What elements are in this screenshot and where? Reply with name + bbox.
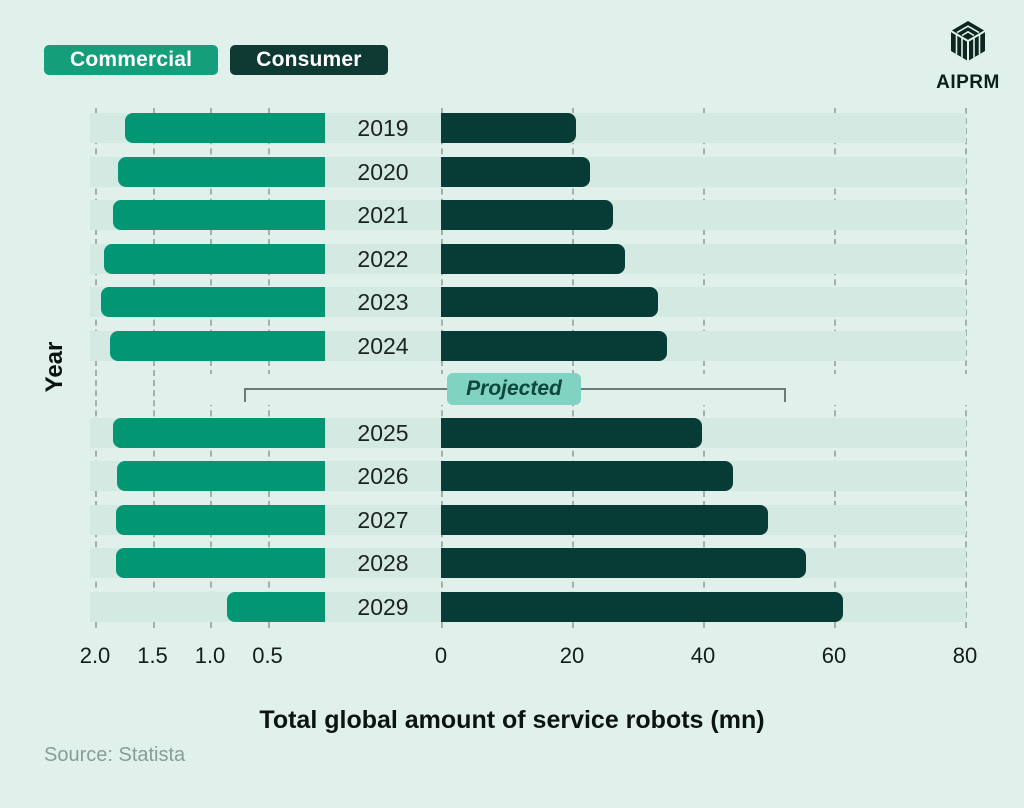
year-label: 2027 (357, 506, 409, 533)
consumer-bar (441, 548, 806, 578)
gridline (834, 108, 836, 628)
gridline (965, 108, 967, 628)
axis-tick-label: 1.0 (194, 643, 226, 668)
consumer-bar (441, 417, 702, 448)
commercial-bar (109, 330, 325, 361)
commercial-bar (104, 243, 325, 274)
legend-chip-consumer[interactable]: Consumer (230, 45, 388, 75)
legend: Commercial Consumer (44, 45, 388, 75)
chart-row: 2020 (90, 156, 966, 187)
chart-row: 2027 (90, 504, 966, 535)
chart-row: 2021 (90, 200, 966, 230)
consumer-bar (441, 113, 576, 143)
commercial-bar (115, 504, 325, 535)
chart-row: 2024 (90, 330, 966, 361)
axis-tick-label: 20 (559, 643, 585, 668)
consumer-bar (441, 200, 613, 230)
gridline (572, 108, 574, 628)
aiprm-logo: AIPRM (928, 20, 1008, 94)
aiprm-logo-text: AIPRM (936, 72, 1000, 93)
chart-row: 2025 (90, 417, 966, 448)
chart-row: 2026 (90, 461, 966, 491)
gridline (267, 108, 270, 628)
source-note: Source: Statista (44, 744, 186, 766)
gridline (441, 108, 443, 628)
commercial-bar (100, 287, 325, 317)
consumer-bar (441, 243, 626, 274)
commercial-bar (115, 548, 325, 578)
consumer-bar (441, 504, 768, 535)
year-label: 2028 (357, 550, 409, 576)
commercial-bar (116, 461, 325, 491)
y-axis-title: Year (41, 341, 68, 393)
chart-row: 2022 (90, 243, 966, 274)
consumer-bar (441, 591, 843, 622)
axis-tick-label: 40 (690, 643, 716, 668)
aiprm-logo-icon (950, 21, 986, 61)
chart-row: 2029 (90, 591, 966, 622)
axis-tick-label: 1.5 (137, 643, 168, 668)
chart-row: 2023 (90, 287, 966, 317)
axis-tick-label: 60 (821, 643, 847, 668)
consumer-bar (441, 330, 667, 361)
year-label: 2023 (357, 289, 409, 315)
year-label: 2029 (357, 593, 409, 620)
year-label: 2025 (357, 419, 409, 446)
consumer-bar (441, 461, 734, 491)
chart-row: 2019 (90, 113, 966, 143)
year-label: 2024 (357, 332, 409, 359)
axis-tick-label: 0 (434, 643, 448, 668)
gridline (703, 108, 705, 628)
chart-row: 2028 (90, 548, 966, 578)
axis-tick-label: 0.5 (252, 643, 283, 668)
commercial-bar (124, 113, 325, 143)
commercial-bar (227, 591, 325, 622)
commercial-bar (118, 156, 325, 187)
gridline (210, 108, 212, 628)
axis-tick-label: 80 (952, 643, 978, 668)
x-axis-title: Total global amount of service robots (m… (259, 706, 765, 734)
year-label: 2019 (357, 115, 409, 141)
year-label: 2020 (357, 158, 409, 185)
year-label: 2022 (357, 245, 409, 272)
commercial-bar (113, 417, 325, 448)
axis-tick-label: 2.0 (79, 643, 111, 668)
projected-badge: Projected (447, 373, 581, 405)
year-label: 2026 (357, 463, 409, 489)
consumer-bar (441, 287, 658, 317)
gridline (95, 108, 97, 628)
commercial-bar (113, 200, 325, 230)
legend-chip-commercial[interactable]: Commercial (44, 45, 219, 75)
plot-area: 2019 2020 2021 2022 2023 2024 2025 2026 2027 2028… (90, 108, 967, 628)
year-label: 2021 (357, 202, 409, 228)
gridline (152, 108, 155, 628)
consumer-bar (441, 156, 590, 187)
